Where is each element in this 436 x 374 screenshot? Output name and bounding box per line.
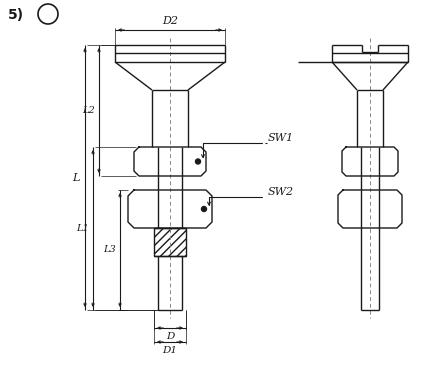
Text: L2: L2 bbox=[82, 106, 95, 115]
Text: D1: D1 bbox=[163, 346, 177, 355]
Text: L1: L1 bbox=[76, 224, 89, 233]
Circle shape bbox=[38, 4, 58, 24]
Circle shape bbox=[195, 159, 201, 164]
Circle shape bbox=[201, 206, 207, 212]
Text: D: D bbox=[166, 332, 174, 341]
Text: SW2: SW2 bbox=[268, 187, 294, 197]
Text: SW1: SW1 bbox=[268, 133, 294, 143]
Text: D2: D2 bbox=[162, 16, 178, 26]
Text: 5): 5) bbox=[8, 8, 24, 22]
Text: L: L bbox=[73, 172, 80, 183]
Text: B: B bbox=[43, 7, 53, 21]
Text: L3: L3 bbox=[103, 245, 116, 254]
Bar bbox=[154, 228, 186, 256]
